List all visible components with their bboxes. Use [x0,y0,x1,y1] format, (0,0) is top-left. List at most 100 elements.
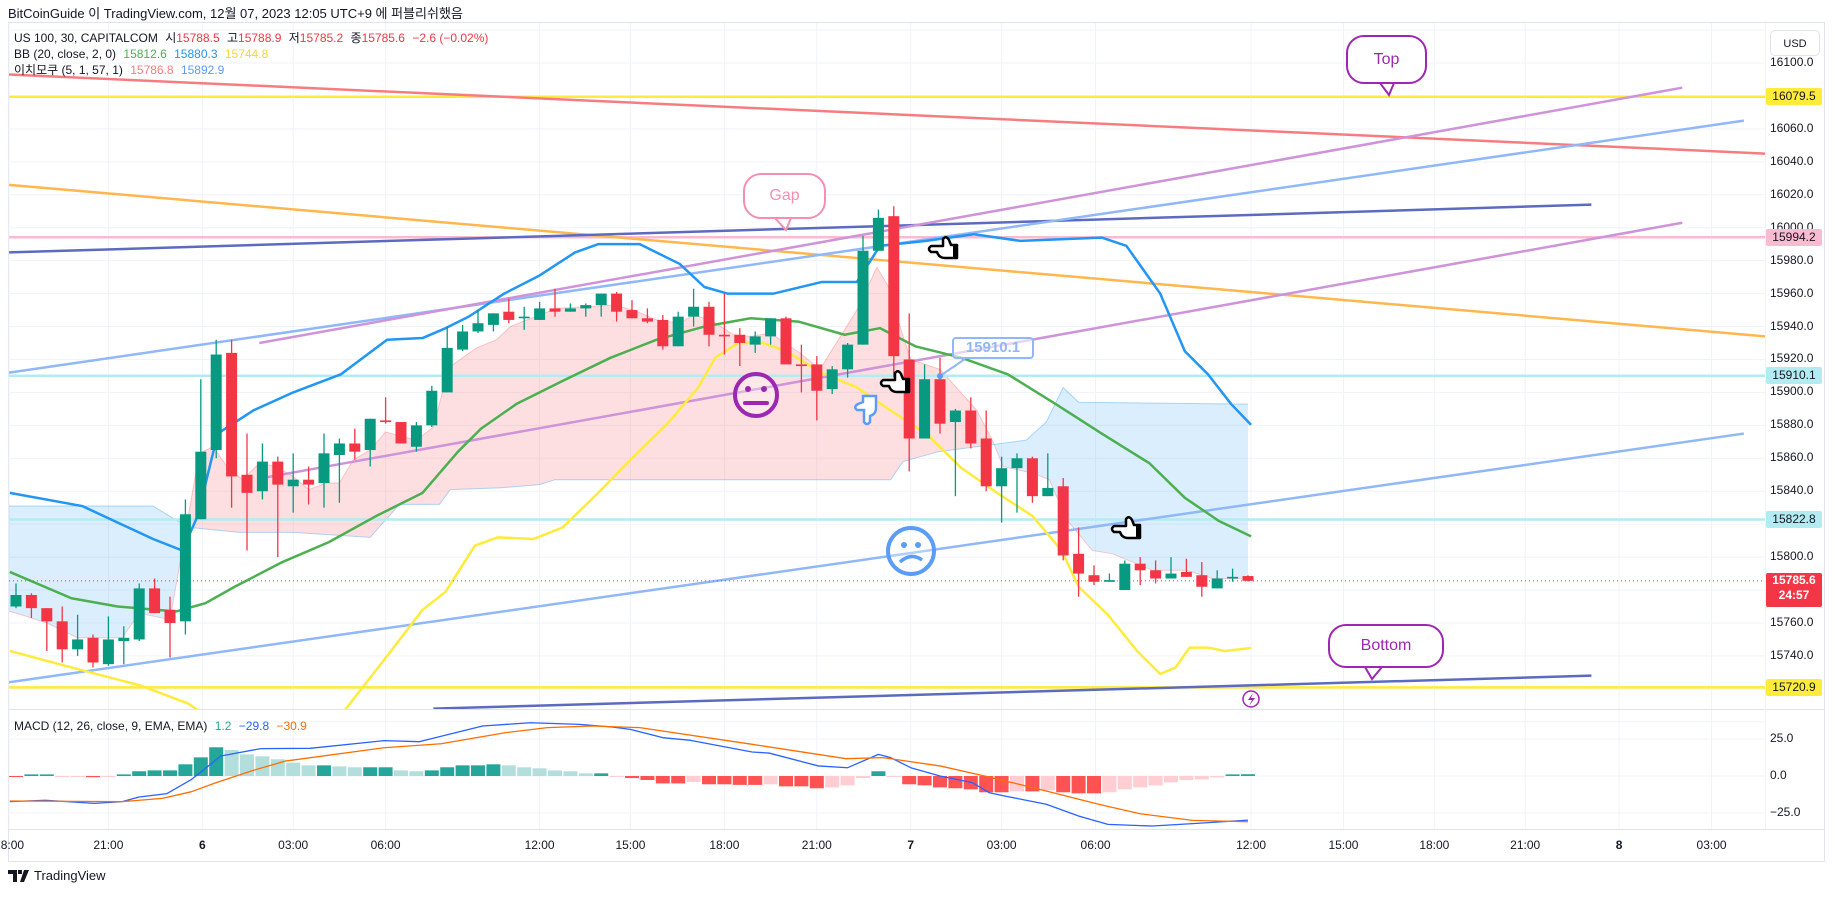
candle[interactable] [256,443,268,500]
candle[interactable] [949,408,961,497]
candle[interactable] [518,306,530,330]
candle[interactable] [580,303,592,317]
candle[interactable] [1057,478,1069,561]
candle[interactable] [349,428,361,460]
candle[interactable] [703,301,715,347]
candle[interactable] [10,583,22,609]
candle[interactable] [1227,568,1239,582]
candle[interactable] [1165,557,1177,579]
candle[interactable] [980,410,992,492]
candle[interactable] [872,209,884,251]
price-note[interactable]: 15910.1 [952,337,1034,359]
candle[interactable] [133,583,145,642]
candle[interactable] [965,397,977,449]
candle[interactable] [1150,560,1162,584]
candle[interactable] [996,456,1008,523]
candle[interactable] [595,293,607,317]
candle[interactable] [25,593,37,619]
candle[interactable] [287,453,299,513]
navy-lower-line[interactable] [433,674,1592,709]
candle[interactable] [718,293,730,355]
candle[interactable] [441,326,453,393]
tradingview-brand[interactable]: TradingView [8,868,106,883]
candle[interactable] [549,288,561,317]
candle[interactable] [811,356,823,421]
candle[interactable] [934,357,946,434]
candle[interactable] [626,300,638,319]
candle[interactable] [795,344,807,393]
candle[interactable] [1119,560,1131,591]
purple-channel-upper[interactable] [259,86,1683,345]
legend-ichimoku[interactable]: 이치모쿠 (5, 1, 57, 1) 15786.8 15892.9 [14,62,228,78]
callout-gap[interactable]: Gap [743,173,826,219]
callout-top[interactable]: Top [1346,35,1427,84]
candle[interactable] [426,385,438,427]
candle[interactable] [919,364,931,439]
candle[interactable] [857,235,869,345]
price-pane[interactable] [4,73,1766,739]
candle[interactable] [149,578,161,614]
candle[interactable] [118,626,130,665]
candle[interactable] [1026,456,1038,503]
currency-button[interactable]: USD [1770,30,1820,56]
candle[interactable] [179,499,191,635]
candle[interactable] [765,318,777,345]
orange-trend-line[interactable] [9,183,1765,338]
legend-bb[interactable]: BB (20, close, 2, 0) 15812.6 15880.3 157… [14,46,272,62]
candle[interactable] [1180,558,1192,577]
candle[interactable] [672,311,684,347]
candle[interactable] [564,303,576,312]
blue-channel-lower[interactable] [9,432,1745,684]
candle[interactable] [641,308,653,324]
candle[interactable] [210,339,222,459]
candle[interactable] [410,422,422,452]
lightning-icon[interactable] [1242,690,1260,708]
legend-macd[interactable]: MACD (12, 26, close, 9, EMA, EMA) 1.2 −2… [14,718,311,734]
candle[interactable] [1103,573,1115,582]
candle[interactable] [842,342,854,378]
red-resistance-line[interactable] [9,73,1765,155]
candle[interactable] [241,433,253,551]
candle[interactable] [503,298,515,324]
candle[interactable] [534,301,546,320]
candle[interactable] [888,206,900,378]
navy-upper-line[interactable] [9,203,1592,254]
candle[interactable] [688,288,700,327]
candle[interactable] [457,324,469,352]
candle[interactable] [1242,575,1254,582]
candle[interactable] [395,422,407,444]
candle[interactable] [164,596,176,658]
candle[interactable] [1073,527,1085,597]
candle[interactable] [380,397,392,424]
candle[interactable] [41,608,53,651]
candle[interactable] [487,313,499,332]
candle[interactable] [364,418,376,467]
candle[interactable] [734,328,746,367]
candle[interactable] [1011,453,1023,513]
candle[interactable] [303,466,315,505]
candle[interactable] [318,433,330,508]
candle[interactable] [1211,570,1223,589]
candle[interactable] [1196,562,1208,597]
candle[interactable] [87,634,99,668]
candle[interactable] [226,339,238,508]
candle[interactable] [72,614,84,656]
candle[interactable] [1042,453,1054,497]
candle[interactable] [657,314,669,350]
candle[interactable] [1088,565,1100,586]
callout-bottom[interactable]: Bottom [1328,624,1444,668]
candle[interactable] [611,291,623,322]
macd-pane[interactable] [9,722,1255,827]
candle[interactable] [333,438,345,503]
candle[interactable] [826,366,838,395]
candle[interactable] [472,310,484,334]
candle[interactable] [780,316,792,365]
macd-hist-bar [1025,776,1040,792]
candle[interactable] [749,331,761,353]
candle[interactable] [1134,557,1146,586]
candle[interactable] [56,606,68,663]
candle[interactable] [195,379,207,520]
candle[interactable] [102,616,114,666]
candle[interactable] [272,456,284,558]
